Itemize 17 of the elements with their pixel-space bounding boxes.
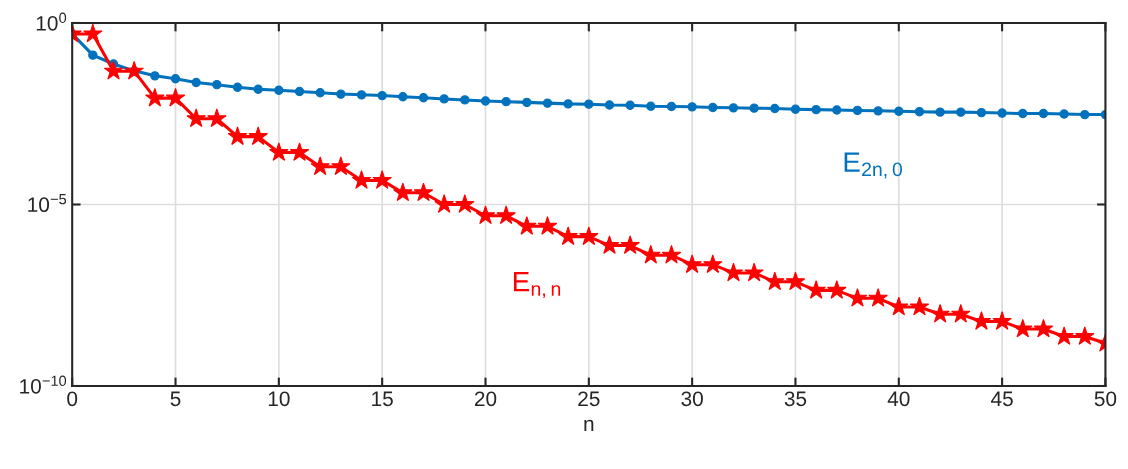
series-label: E$_{2n,0}$ xyxy=(844,152,903,179)
x-axis-title: n xyxy=(584,419,594,431)
y-tick-label: 10$^{0}$ xyxy=(36,12,67,31)
x-tick-label: 20 xyxy=(474,391,497,407)
x-tick-label: 15 xyxy=(372,391,393,407)
x-tick-label: 45 xyxy=(991,391,1013,407)
x-tick-label: 30 xyxy=(681,391,703,407)
x-tick-label: 40 xyxy=(887,391,910,407)
x-tick-label: 50 xyxy=(1094,391,1117,407)
series-label: E$_{n,n}$ xyxy=(513,272,561,299)
x-tick-label: 10 xyxy=(268,391,290,407)
x-tick-label: 0 xyxy=(67,391,78,407)
y-tick-label: 10$^{−10}$ xyxy=(20,375,67,394)
y-tick-label: 10$^{−5}$ xyxy=(28,194,67,213)
x-tick-label: 35 xyxy=(784,391,807,407)
x-tick-label: 25 xyxy=(578,391,600,407)
x-tick-label: 5 xyxy=(170,391,181,407)
